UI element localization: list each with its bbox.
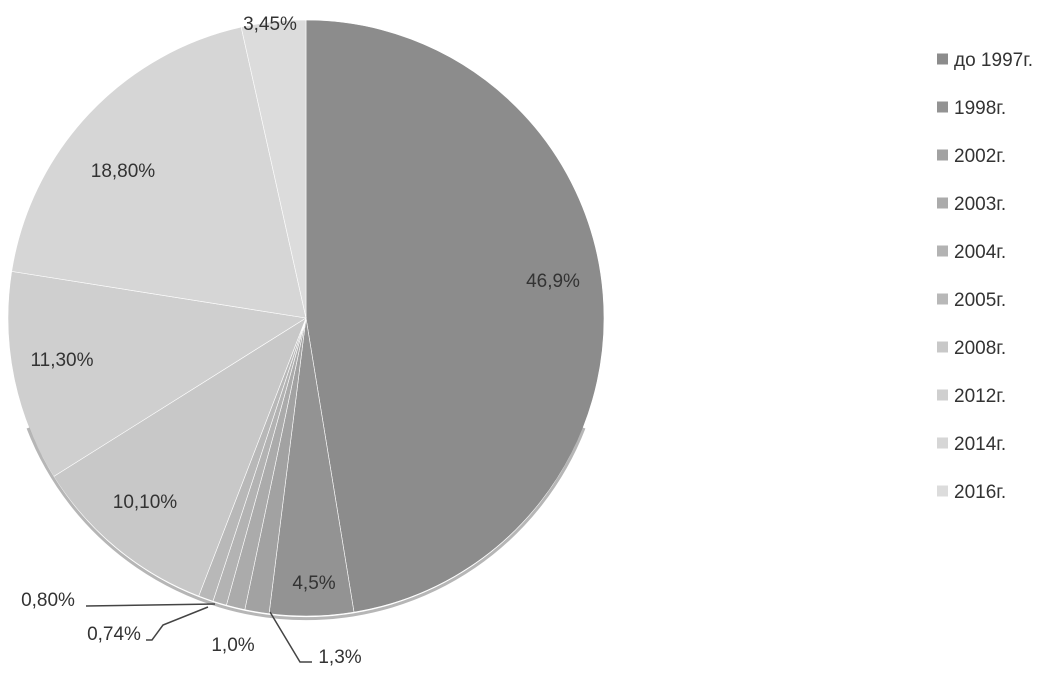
legend-swatch-1 xyxy=(937,101,948,113)
legend: до 1997г. 1998г. 2002г. 2003г. 2004г. 2005г. 2… xyxy=(937,50,1033,503)
legend-swatch-5 xyxy=(937,293,948,305)
pie-slice-8 xyxy=(11,26,307,319)
leader-line-4 xyxy=(146,606,209,641)
legend-item-8: 2014г. xyxy=(937,434,1006,455)
legend-label-5: 2005г. xyxy=(954,290,1006,311)
legend-item-1: 1998г. xyxy=(937,98,1006,119)
leader-line-5 xyxy=(85,603,216,607)
legend-swatch-8 xyxy=(937,437,948,449)
legend-label-2: 2002г. xyxy=(954,146,1006,167)
legend-label-6: 2008г. xyxy=(954,338,1006,359)
legend-label-0: до 1997г. xyxy=(954,50,1033,71)
legend-label-1: 1998г. xyxy=(954,98,1006,119)
legend-swatch-7 xyxy=(937,389,948,401)
leader-lines xyxy=(85,603,312,663)
legend-swatch-6 xyxy=(937,341,948,353)
data-label-5: 0,80% xyxy=(21,590,75,611)
pie-slice-6 xyxy=(53,317,307,597)
legend-item-0: до 1997г. xyxy=(937,50,1033,71)
data-label-2: 1,3% xyxy=(318,647,361,668)
data-labels: 46,9% 4,5% 1,3% 1,0% 0,74% 0,80% 10,10% 11,30% 1… xyxy=(21,14,580,668)
pie-slice-9 xyxy=(240,19,307,319)
pie-slices xyxy=(7,19,605,621)
data-label-3: 1,0% xyxy=(211,635,254,656)
legend-label-3: 2003г. xyxy=(954,194,1006,215)
pie-rim xyxy=(26,427,586,621)
legend-label-8: 2014г. xyxy=(954,434,1006,455)
legend-swatch-3 xyxy=(937,197,948,209)
legend-item-2: 2002г. xyxy=(937,146,1006,167)
legend-item-6: 2008г. xyxy=(937,338,1006,359)
data-label-4: 0,74% xyxy=(87,624,141,645)
legend-item-4: 2004г. xyxy=(937,242,1006,263)
data-label-9: 3,45% xyxy=(243,14,297,35)
legend-item-9: 2016г. xyxy=(937,482,1006,503)
legend-item-5: 2005г. xyxy=(937,290,1006,311)
data-label-6: 10,10% xyxy=(113,492,178,513)
data-label-1: 4,5% xyxy=(292,573,335,594)
data-label-0: 46,9% xyxy=(526,271,580,292)
legend-item-3: 2003г. xyxy=(937,194,1006,215)
legend-swatch-4 xyxy=(937,245,948,257)
data-label-7: 11,30% xyxy=(30,350,93,371)
legend-label-4: 2004г. xyxy=(954,242,1006,263)
legend-label-7: 2012г. xyxy=(954,386,1006,407)
leader-line-2 xyxy=(269,611,312,663)
legend-swatch-9 xyxy=(937,485,948,497)
legend-swatch-2 xyxy=(937,149,948,161)
data-label-8: 18,80% xyxy=(91,161,156,182)
legend-item-7: 2012г. xyxy=(937,386,1006,407)
legend-swatch-0 xyxy=(937,53,948,65)
pie-slice-0 xyxy=(305,19,605,613)
legend-label-9: 2016г. xyxy=(954,482,1006,503)
